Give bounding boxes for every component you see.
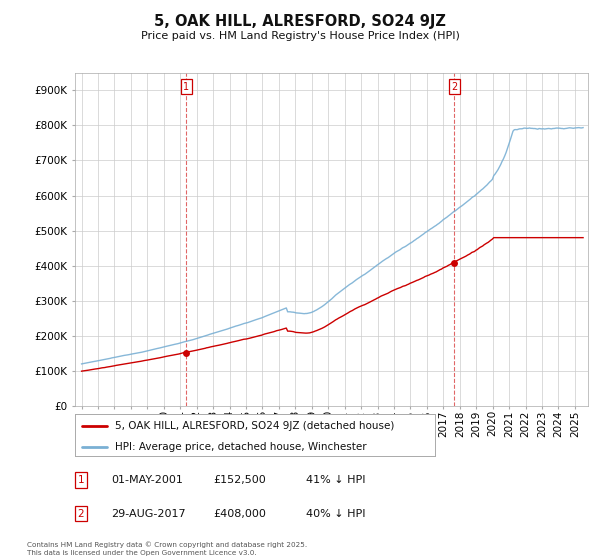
Text: 2: 2: [77, 508, 85, 519]
Text: £408,000: £408,000: [213, 508, 266, 519]
Text: 5, OAK HILL, ALRESFORD, SO24 9JZ (detached house): 5, OAK HILL, ALRESFORD, SO24 9JZ (detach…: [115, 421, 394, 431]
Text: 1: 1: [183, 82, 190, 92]
Text: 40% ↓ HPI: 40% ↓ HPI: [306, 508, 365, 519]
Text: £152,500: £152,500: [213, 475, 266, 485]
Text: 01-MAY-2001: 01-MAY-2001: [111, 475, 183, 485]
Text: Contains HM Land Registry data © Crown copyright and database right 2025.
This d: Contains HM Land Registry data © Crown c…: [27, 541, 307, 556]
Text: 41% ↓ HPI: 41% ↓ HPI: [306, 475, 365, 485]
Text: 5, OAK HILL, ALRESFORD, SO24 9JZ: 5, OAK HILL, ALRESFORD, SO24 9JZ: [154, 14, 446, 29]
Text: 2: 2: [451, 82, 457, 92]
Text: Price paid vs. HM Land Registry's House Price Index (HPI): Price paid vs. HM Land Registry's House …: [140, 31, 460, 41]
Text: 1: 1: [77, 475, 85, 485]
Text: 29-AUG-2017: 29-AUG-2017: [111, 508, 185, 519]
Text: HPI: Average price, detached house, Winchester: HPI: Average price, detached house, Winc…: [115, 442, 366, 452]
